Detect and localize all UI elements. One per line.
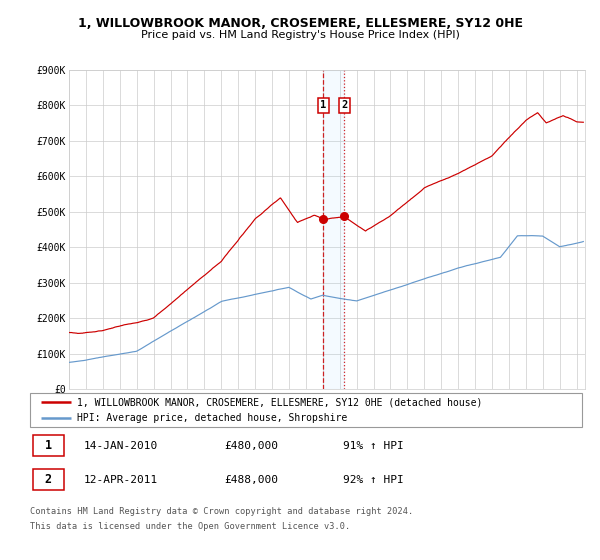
- Bar: [33, 469, 64, 491]
- Text: This data is licensed under the Open Government Licence v3.0.: This data is licensed under the Open Gov…: [30, 522, 350, 531]
- Text: Contains HM Land Registry data © Crown copyright and database right 2024.: Contains HM Land Registry data © Crown c…: [30, 507, 413, 516]
- Text: HPI: Average price, detached house, Shropshire: HPI: Average price, detached house, Shro…: [77, 413, 347, 423]
- Text: 91% ↑ HPI: 91% ↑ HPI: [343, 441, 404, 451]
- Text: Price paid vs. HM Land Registry's House Price Index (HPI): Price paid vs. HM Land Registry's House …: [140, 30, 460, 40]
- Text: 92% ↑ HPI: 92% ↑ HPI: [343, 475, 404, 485]
- Text: 12-APR-2011: 12-APR-2011: [84, 475, 158, 485]
- Text: 2: 2: [341, 100, 347, 110]
- Text: 14-JAN-2010: 14-JAN-2010: [84, 441, 158, 451]
- Text: 1: 1: [45, 439, 52, 452]
- Text: £480,000: £480,000: [224, 441, 278, 451]
- Bar: [323, 70, 344, 389]
- Text: £488,000: £488,000: [224, 475, 278, 485]
- Text: 2: 2: [45, 473, 52, 487]
- Text: 1, WILLOWBROOK MANOR, CROSEMERE, ELLESMERE, SY12 0HE (detached house): 1, WILLOWBROOK MANOR, CROSEMERE, ELLESME…: [77, 397, 482, 407]
- Text: 1: 1: [320, 100, 326, 110]
- Bar: [33, 435, 64, 456]
- Text: 1, WILLOWBROOK MANOR, CROSEMERE, ELLESMERE, SY12 0HE: 1, WILLOWBROOK MANOR, CROSEMERE, ELLESME…: [77, 17, 523, 30]
